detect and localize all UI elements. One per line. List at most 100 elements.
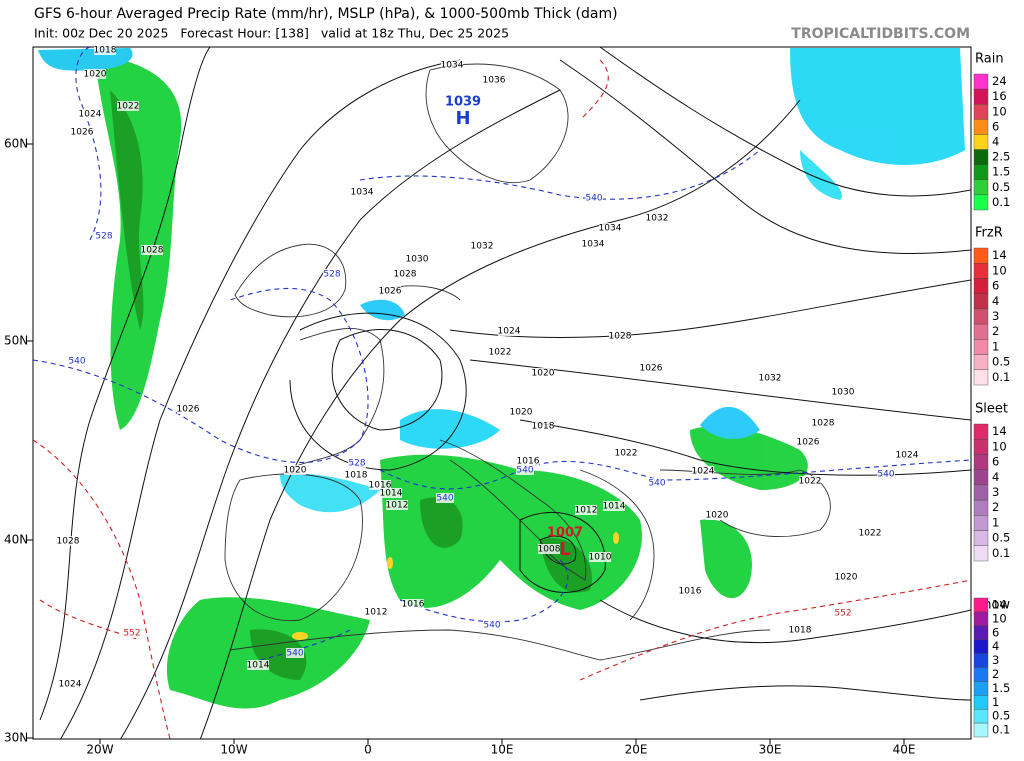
- legend-swatch: [973, 293, 989, 310]
- legend-level: 10: [992, 439, 1007, 453]
- isobar-label: 1012: [386, 501, 409, 511]
- legend-swatch: [973, 73, 989, 90]
- label-bg: [575, 505, 597, 515]
- isobar-label: 1034: [582, 240, 605, 250]
- map-labels: 1034 1036 1018 1020 1022 1024 1026 1028 1034 1032…: [57, 45, 919, 690]
- legend-swatch: [973, 263, 989, 279]
- label-bg: [483, 75, 505, 85]
- legend-level: 1: [992, 695, 999, 709]
- legend-swatch: [973, 278, 989, 294]
- legend-swatch: [973, 119, 989, 135]
- lat-label: 50N: [4, 334, 28, 348]
- legend-level: 6: [992, 455, 999, 469]
- isobar-label: 1020: [84, 70, 107, 80]
- label-bg: [59, 679, 81, 689]
- label-bg: [365, 607, 387, 617]
- isobar-label: 1032: [646, 214, 669, 224]
- legend-swatch: [973, 667, 989, 682]
- lon-label: 20E: [625, 743, 648, 757]
- label-bg: [797, 437, 819, 447]
- isobar-label: 1026: [640, 364, 663, 374]
- thickness-label: 540: [585, 194, 602, 204]
- isobar-label: 1010: [589, 553, 612, 563]
- thickness-label: 540: [68, 357, 85, 367]
- legend-level: 3: [992, 485, 999, 499]
- legend-swatch: [973, 484, 989, 501]
- title: GFS 6-hour Averaged Precip Rate (mm/hr),…: [34, 6, 618, 22]
- label-bg: [834, 608, 852, 618]
- label-bg: [441, 60, 463, 70]
- label-bg: [94, 45, 116, 55]
- lat-label: 40N: [4, 533, 28, 547]
- legend-swatch: [973, 104, 989, 120]
- legend-level: 4: [992, 294, 999, 308]
- thickness-label: 540: [877, 470, 894, 480]
- legend-swatch: [973, 499, 989, 516]
- label-bg: [369, 480, 391, 490]
- label-bg: [79, 109, 101, 119]
- pressure-center-symbol: L: [559, 539, 570, 560]
- label-bg: [615, 448, 637, 458]
- legend-level: 0.1: [992, 723, 1010, 737]
- legend-swatch: [973, 639, 989, 654]
- isobar-label: 1020: [706, 511, 729, 521]
- label-bg: [877, 469, 895, 479]
- label-bg: [84, 69, 106, 79]
- label-bg: [599, 223, 621, 233]
- label-bg: [582, 239, 604, 249]
- isobar-label: 1030: [406, 255, 429, 265]
- thickness-label: 528: [323, 270, 340, 280]
- label-bg: [498, 326, 520, 336]
- legend-level: 16: [992, 89, 1007, 103]
- isobar-label: 1026: [177, 405, 200, 415]
- isobar-label: 1014: [247, 661, 270, 671]
- subtitle: Init: 00z Dec 20 2025 Forecast Hour: [13…: [34, 26, 509, 41]
- isobar-label: 1018: [532, 422, 555, 432]
- label-bg: [759, 373, 781, 383]
- legend-title: FrzR: [975, 226, 1003, 241]
- legend-swatch: [973, 354, 989, 370]
- label-bg: [812, 418, 834, 428]
- legend-swatch: [973, 545, 989, 562]
- isobar-label: 1022: [489, 348, 512, 358]
- legend-level: 0.5: [992, 180, 1010, 194]
- label-bg: [832, 387, 854, 397]
- label-bg: [471, 241, 493, 251]
- label-bg: [799, 476, 821, 486]
- legend-level: 14: [992, 248, 1007, 262]
- label-bg: [71, 127, 93, 137]
- isobar-label: 1018: [94, 46, 117, 56]
- legend-level: 1: [992, 515, 999, 529]
- site-credit: TROPICALTIDBITS.COM: [791, 26, 970, 42]
- isobar-label: 1028: [812, 419, 835, 429]
- label-bg: [517, 456, 539, 466]
- legend-swatch: [973, 597, 989, 613]
- label-bg: [351, 187, 373, 197]
- legend-swatch: [973, 653, 989, 668]
- label-bg: [538, 544, 560, 554]
- label-bg: [585, 193, 603, 203]
- legend-swatch: [973, 423, 989, 440]
- isobar-label: 1028: [57, 537, 80, 547]
- isobar-label: 1018: [345, 471, 368, 481]
- label-bg: [406, 254, 428, 264]
- isobar-label: 1016: [369, 481, 392, 491]
- legend-level: 0.5: [992, 709, 1010, 723]
- legend-level: 2: [992, 500, 999, 514]
- isobar-label: 1032: [471, 242, 494, 252]
- label-bg: [896, 450, 918, 460]
- isobar-label: 1022: [799, 477, 822, 487]
- label-bg: [609, 331, 631, 341]
- legend-level: 2: [992, 667, 999, 681]
- legend-swatch: [973, 625, 989, 640]
- isobar-label: 1024: [79, 110, 102, 120]
- legend-swatch: [973, 454, 989, 470]
- thickness-552: [33, 59, 971, 739]
- isobar-label: 1024: [59, 680, 82, 690]
- legend-level: 14: [992, 424, 1007, 438]
- lon-label: 40E: [893, 743, 916, 757]
- isobar-label: 1014: [603, 502, 626, 512]
- label-bg: [532, 368, 554, 378]
- label-bg: [394, 269, 416, 279]
- coastlines: [224, 63, 831, 661]
